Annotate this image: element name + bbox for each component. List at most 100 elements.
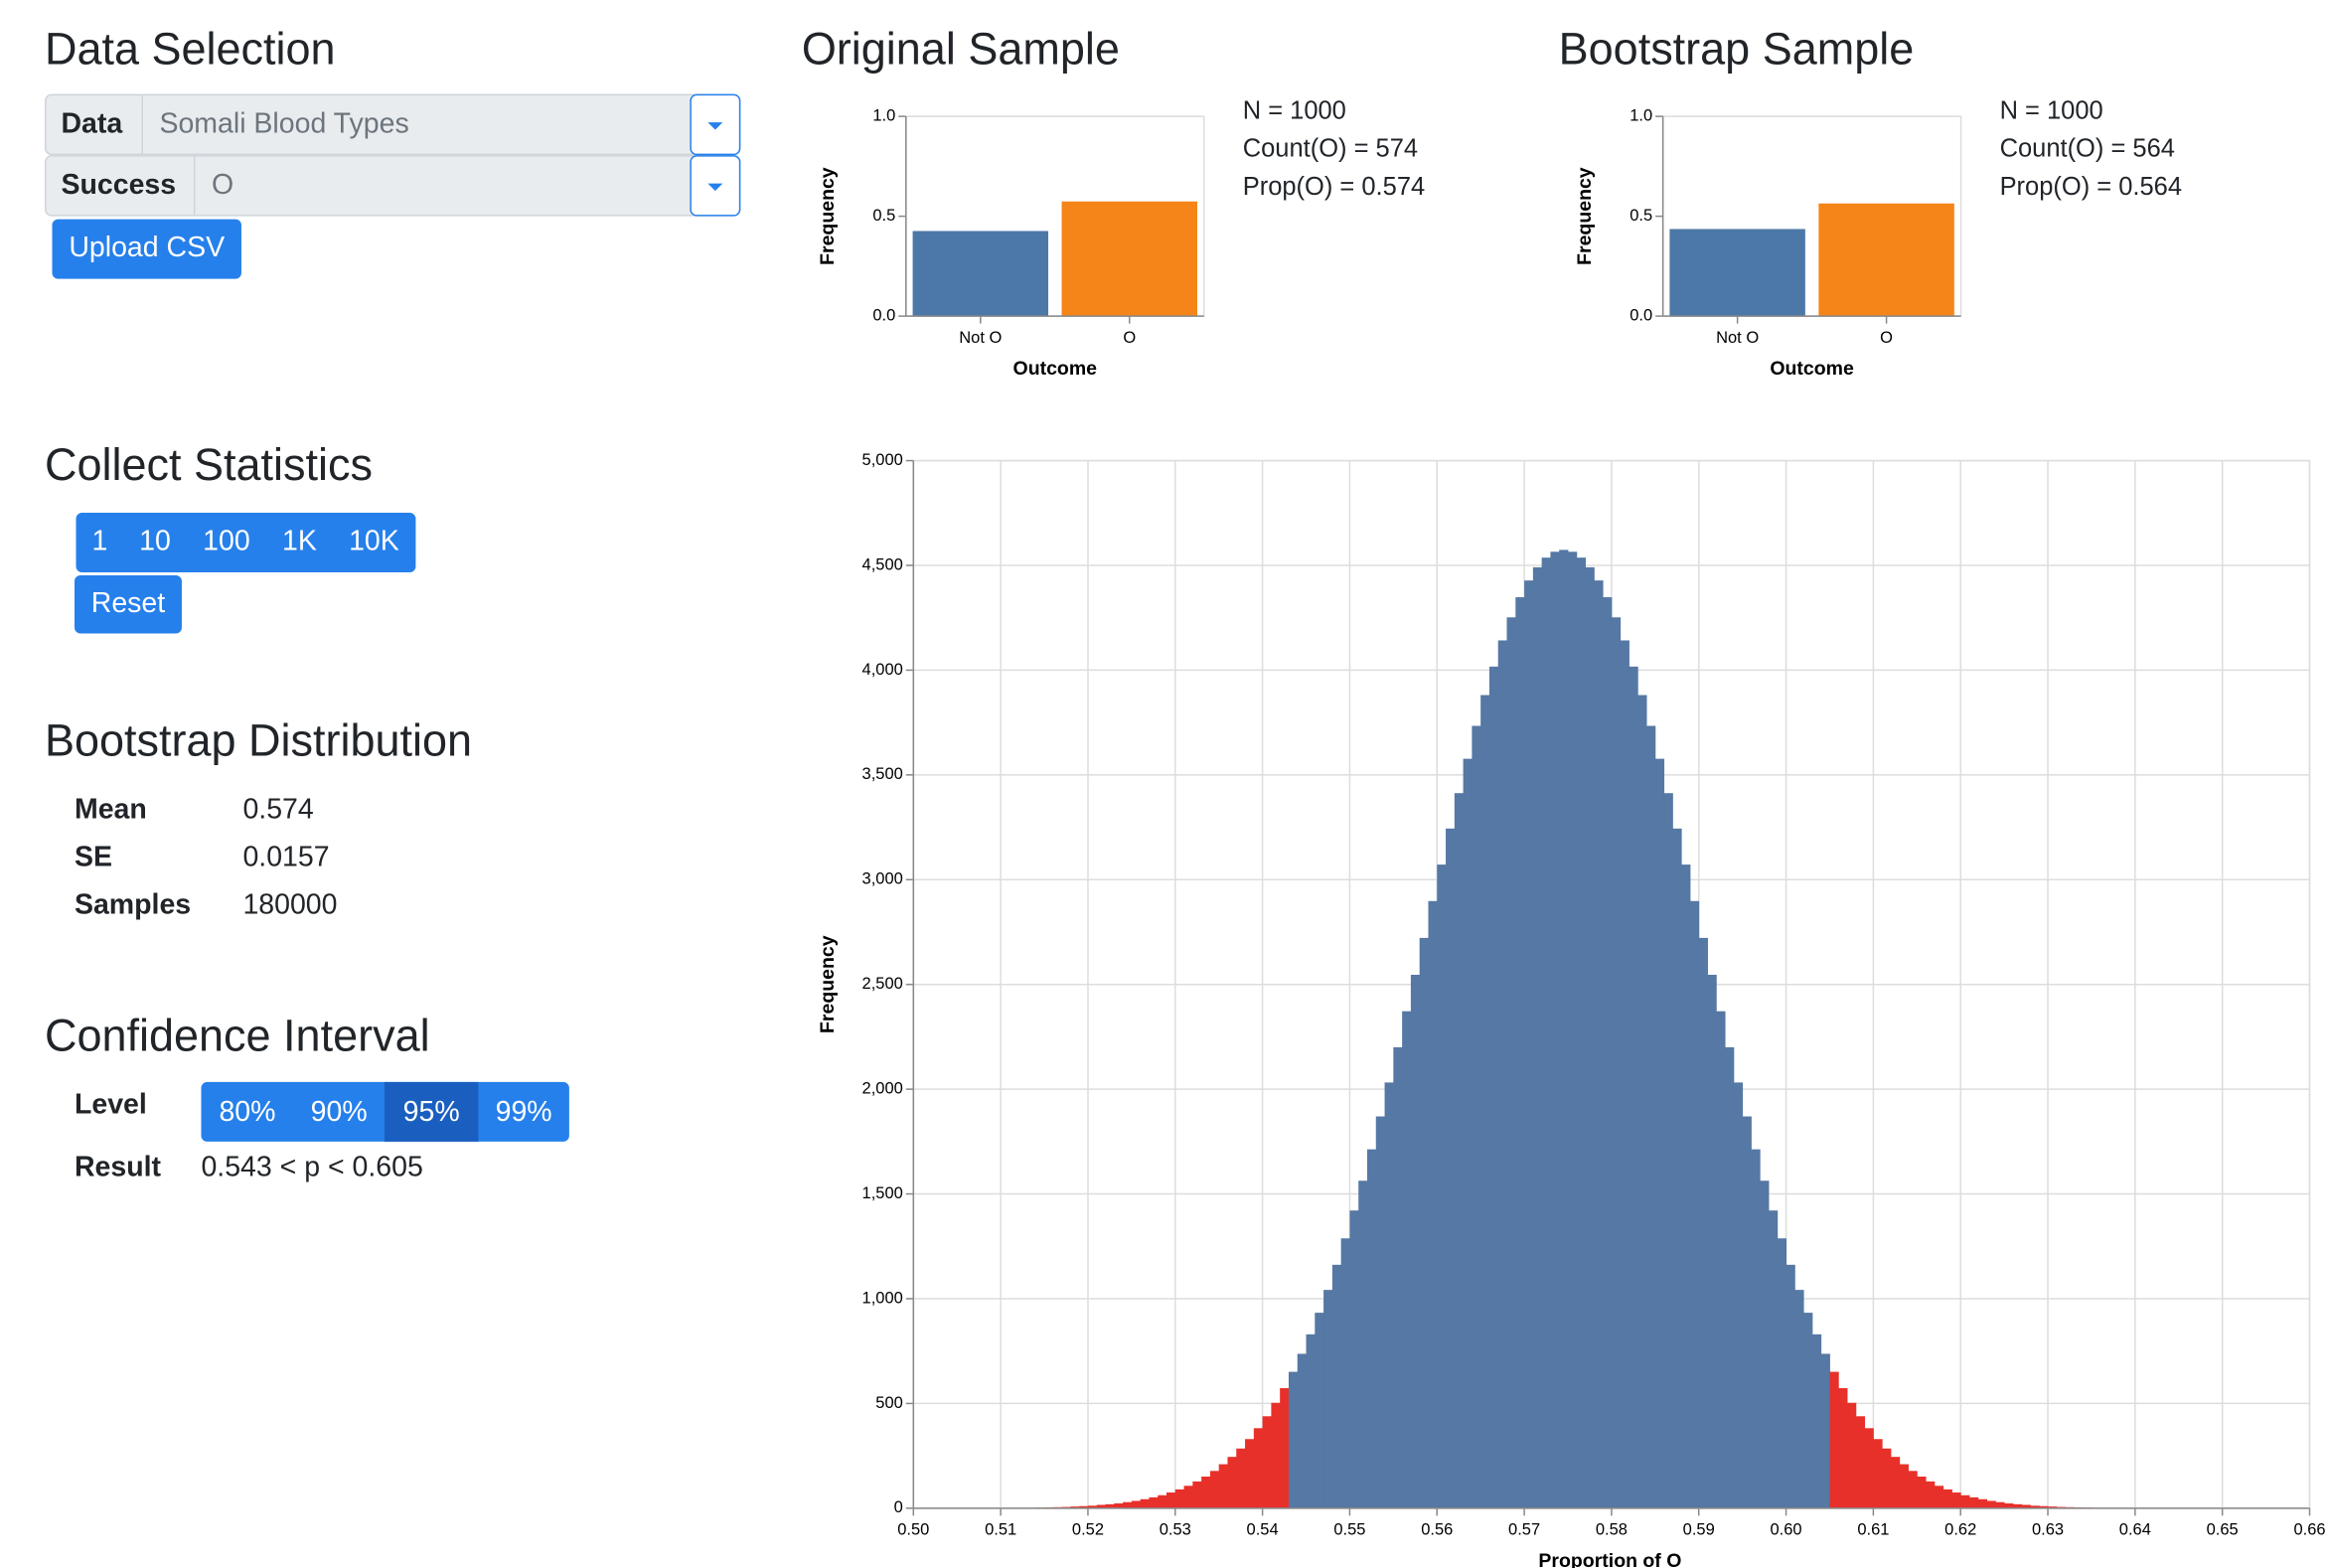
select-label: Success (61, 169, 176, 201)
histogram-bar (1672, 828, 1682, 1508)
histogram-bar (1786, 1264, 1795, 1508)
bar (912, 231, 1049, 317)
histogram-bar (1663, 793, 1673, 1508)
level-button[interactable]: 80% (219, 1096, 275, 1128)
histogram-bar (1393, 1046, 1403, 1508)
histogram-bar (1271, 1402, 1281, 1508)
upload-button[interactable]: Upload CSV (52, 219, 241, 279)
histogram-bar (2021, 1504, 2031, 1508)
histogram-bar (1541, 557, 1551, 1508)
stat-label: Mean (75, 794, 147, 826)
y-tick-label: 500 (875, 1394, 903, 1412)
collect-button[interactable]: 10 (139, 526, 171, 557)
histogram-bar (1158, 1494, 1167, 1508)
caret (707, 183, 723, 192)
stat-value: 0.574 (242, 794, 313, 826)
button-bg (74, 575, 182, 634)
histogram-bar (1698, 937, 1708, 1508)
histogram-bar (1375, 1116, 1386, 1508)
collect-button[interactable]: 100 (203, 526, 250, 557)
y-tick-label: 2,500 (862, 975, 903, 993)
chart-title: Bootstrap Sample (1559, 24, 1915, 75)
bar (1818, 203, 1954, 317)
histogram-bar (1366, 1149, 1377, 1508)
histogram-bar (1820, 1353, 1830, 1508)
x-tick-label: 0.53 (1160, 1521, 1191, 1539)
x-tick-label: 0.58 (1596, 1521, 1628, 1539)
histogram-bar (1629, 666, 1638, 1508)
select-value: O (212, 169, 233, 201)
histogram-bar (1087, 1505, 1098, 1508)
y-axis-label: Frequency (817, 167, 839, 265)
result-label: Result (75, 1151, 162, 1182)
histogram-bar (1123, 1501, 1133, 1508)
y-tick-label: 4,500 (862, 555, 903, 573)
stat-line: N = 1000 (1243, 96, 1346, 124)
collect-button[interactable]: 10K (349, 526, 399, 557)
stat-line: Prop(O) = 0.564 (2000, 173, 2182, 201)
histogram-bar (1140, 1498, 1150, 1508)
heading: Collect Statistics (45, 439, 373, 490)
histogram-bar (1873, 1439, 1883, 1508)
histogram-bar (1567, 551, 1578, 1508)
histogram-bar (1096, 1504, 1106, 1508)
histogram-bar (1716, 1011, 1726, 1508)
histogram-bar (1306, 1333, 1316, 1508)
histogram-bar (1751, 1149, 1761, 1508)
histogram-bar (1926, 1481, 1936, 1508)
histogram-bar (1149, 1496, 1159, 1508)
x-axis-label: Outcome (1770, 358, 1854, 380)
histogram-bar (1968, 1496, 1979, 1508)
stat-value: 180000 (242, 889, 337, 921)
histogram-bar (1454, 793, 1465, 1508)
collect-button[interactable]: 1 (92, 526, 108, 557)
y-tick-label: 1,000 (862, 1289, 903, 1307)
success-select[interactable]: Success O (44, 155, 741, 217)
heading: Bootstrap Distribution (45, 714, 472, 765)
y-tick-label: 1.0 (1630, 107, 1652, 125)
histogram-bar (1253, 1428, 1264, 1508)
x-tick-label: 0.63 (2032, 1521, 2064, 1539)
collect-buttons: 1 10 100 1K 10K (92, 526, 399, 557)
histogram-bar (1803, 1313, 1813, 1508)
histogram-bar (1794, 1290, 1804, 1508)
result-value: 0.543 < p < 0.605 (201, 1151, 422, 1182)
y-tick-label: 0.0 (872, 306, 895, 324)
level-buttons: 80% 90% 95% 99% (201, 1081, 569, 1142)
histogram-bar (1227, 1457, 1237, 1508)
histogram-bar (1681, 864, 1691, 1508)
histogram-bar (1446, 828, 1456, 1508)
histogram-bar (1576, 557, 1587, 1508)
y-tick-label: 1.0 (872, 107, 895, 125)
stat-line: Count(O) = 564 (2000, 135, 2175, 163)
histogram-bar (1760, 1180, 1770, 1508)
histogram-bar (1358, 1180, 1368, 1508)
histogram-bar (1951, 1492, 1961, 1508)
data-select[interactable]: Data Somali Blood Types (44, 93, 741, 156)
x-tick-label: 0.64 (2119, 1521, 2151, 1539)
histogram-bar (1733, 1082, 1744, 1508)
level-button[interactable]: 90% (311, 1096, 368, 1128)
level-button[interactable]: 95% (403, 1096, 460, 1128)
histogram-bar (1908, 1471, 1918, 1508)
button-label: Upload CSV (69, 232, 225, 263)
histogram-bar (1855, 1416, 1866, 1508)
histogram-bar (1882, 1448, 1892, 1508)
level-button[interactable]: 99% (496, 1096, 552, 1128)
x-tick-label: 0.65 (2207, 1521, 2239, 1539)
histogram-bar (1209, 1471, 1220, 1508)
histogram-bar (1532, 566, 1543, 1508)
histogram-bar (1811, 1333, 1822, 1508)
histogram-bar (1323, 1290, 1333, 1508)
histogram-bar (1847, 1402, 1857, 1508)
reset-button[interactable]: Reset (74, 575, 182, 634)
y-tick-label: 0 (894, 1498, 903, 1516)
histogram-bar (1428, 900, 1438, 1508)
histogram-bar (2039, 1505, 2049, 1508)
histogram-bar (1349, 1210, 1359, 1508)
y-tick-label: 1,500 (862, 1184, 903, 1202)
collect-button[interactable]: 1K (282, 526, 317, 557)
histogram-bar (1218, 1464, 1228, 1508)
x-tick-label: 0.55 (1333, 1521, 1365, 1539)
stats-table: Mean 0.574 SE 0.0157 Samples 180000 (75, 794, 338, 921)
